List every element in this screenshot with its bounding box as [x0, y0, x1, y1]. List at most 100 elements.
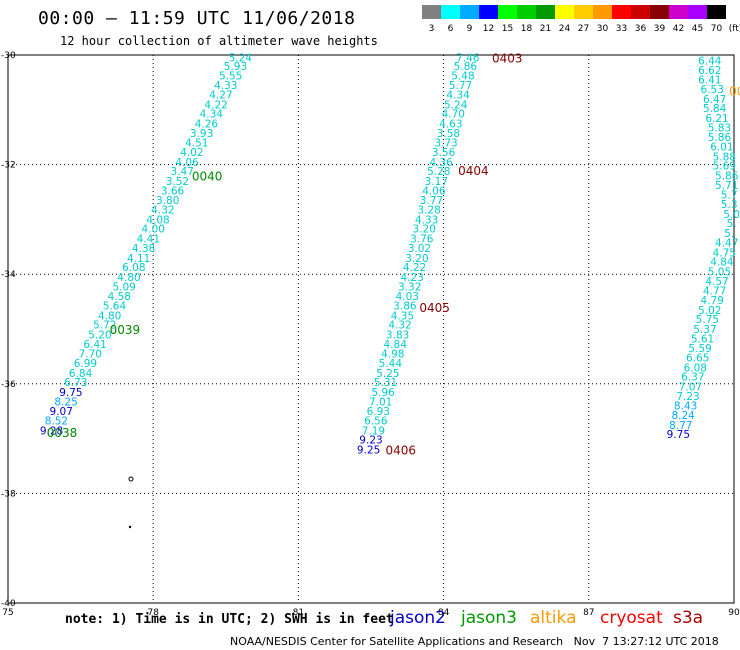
pass-time-label: 0403 — [492, 52, 523, 66]
satellite-track: 6.446.626.416.536.475.846.215.835.866.01… — [667, 55, 740, 441]
wave-height-label: 9.23 — [359, 435, 382, 447]
colorbar-swatch — [536, 5, 555, 19]
wave-height-label: 5.3 — [721, 199, 738, 211]
colorbar-swatch — [460, 5, 479, 19]
wave-height-label: 8.77 — [669, 420, 692, 432]
wave-height-label: 4.98 — [381, 349, 404, 361]
x-tick-label: 90 — [728, 608, 740, 618]
wave-height-label: 5.25 — [376, 368, 399, 380]
wave-height-label: 8.25 — [54, 396, 77, 408]
colorbar-label: 18 — [521, 24, 533, 34]
wave-height-label: 4.23 — [400, 272, 423, 284]
colorbar-label: 3 — [429, 24, 435, 34]
wave-height-label: 5.59 — [688, 343, 711, 355]
wave-height-label: 3.52 — [166, 176, 189, 188]
wave-height-label: 4.26 — [195, 119, 219, 131]
wave-height-label: 3.56 — [432, 147, 456, 159]
wave-height-label: 9.75 — [667, 429, 690, 441]
x-tick-label: 81 — [293, 608, 304, 618]
wave-height-label: 5.64 — [103, 300, 127, 312]
wave-height-label: 6.73 — [64, 377, 87, 389]
wave-height-label: 6.08 — [684, 362, 707, 374]
wave-height-label: 4.63 — [439, 119, 462, 131]
wave-height-label: 5.7 — [721, 190, 738, 202]
wave-height-label: 4.02 — [180, 147, 203, 159]
footer-note: note: 1) Time is in UTC; 2) SWH is in fe… — [65, 612, 394, 627]
wave-height-label: 6.41 — [83, 339, 106, 351]
wave-height-label: 5. — [724, 228, 734, 240]
pass-time-label: 0404 — [458, 164, 489, 178]
wave-height-label: 9.07 — [50, 406, 73, 418]
wave-height-label: 4.84 — [710, 257, 734, 269]
wave-height-label: 6.47 — [703, 94, 726, 106]
y-tick-label: -34 — [1, 270, 16, 280]
colorbar-swatch — [498, 5, 517, 19]
wave-height-label: 5.24 — [444, 99, 468, 111]
grid — [8, 55, 734, 603]
wave-height-label: 8.43 — [674, 401, 697, 413]
wave-height-label: 5.24 — [229, 53, 253, 65]
wave-height-label: 3.58 — [437, 128, 460, 140]
wave-height-label: 6.65 — [686, 352, 709, 364]
satellite-track: 7.465.865.485.774.345.244.704.633.583.73… — [357, 52, 523, 458]
wave-height-label: 3.32 — [398, 281, 421, 293]
wave-height-label: 4.84 — [384, 339, 408, 351]
colorbar-swatch — [612, 5, 631, 19]
wave-height-label: 5.88 — [713, 151, 736, 163]
y-tick-label: -32 — [1, 161, 16, 171]
wave-height-label: 4.06 — [422, 185, 446, 197]
x-tick-label: 75 — [2, 608, 13, 618]
wave-height-label: 5.02 — [698, 305, 721, 317]
wave-height-label: 5.83 — [708, 122, 731, 134]
wave-height-label: 5.28 — [427, 166, 450, 178]
colorbar-label: 30 — [597, 24, 609, 34]
x-tick-label: 84 — [438, 608, 450, 618]
wave-height-label: 3.93 — [190, 128, 213, 140]
wave-height-label: 5.77 — [449, 80, 472, 92]
wave-height-label: 5.75 — [696, 314, 719, 326]
colorbar-label: 24 — [559, 24, 571, 34]
wave-height-label: 6.41 — [698, 75, 721, 87]
pass-time-label: 0038 — [47, 426, 78, 440]
colorbar-swatch — [555, 5, 574, 19]
colorbar-label: 70 — [711, 24, 723, 34]
wave-height-label: 6.53 — [701, 84, 724, 96]
wave-height-label: 6.62 — [698, 65, 721, 77]
colorbar-label: 6 — [448, 24, 454, 34]
wave-height-label: 5.37 — [693, 324, 716, 336]
wave-height-label: 6.01 — [710, 142, 733, 154]
wave-height-label: 3.47 — [171, 166, 194, 178]
wave-height-label: 4.58 — [108, 291, 131, 303]
y-tick-label: -36 — [1, 380, 16, 390]
colorbar-swatch — [593, 5, 612, 19]
wave-height-label: 3.20 — [413, 224, 436, 236]
pass-time-label: 002 — [729, 85, 740, 99]
wave-height-label: 3.76 — [410, 234, 434, 246]
legend-cryosat: cryosat — [600, 608, 663, 628]
colorbar-label: 9 — [467, 24, 473, 34]
wave-height-label: 7.07 — [679, 382, 702, 394]
colorbar-label: 21 — [540, 24, 551, 34]
wave-height-label: 4.79 — [701, 295, 724, 307]
axis-ticks: 75 78 81 84 87 90 -30 -32 -34 -36 -38 -40 — [1, 51, 740, 618]
wave-height-label: 5.20 — [88, 329, 111, 341]
wave-height-label: 6.21 — [705, 113, 728, 125]
wave-height-label: 6.56 — [364, 416, 388, 428]
wave-height-label: 9.25 — [357, 445, 380, 457]
wave-height-label: 4.80 — [117, 272, 140, 284]
wave-height-label: 4.34 — [200, 109, 224, 121]
island-marker — [128, 476, 134, 482]
legend-jason2: jason2 — [390, 608, 446, 628]
wave-height-label: 4.32 — [388, 320, 411, 332]
wave-height-label: 3.17 — [425, 176, 448, 188]
wave-height-label: 3.83 — [386, 329, 409, 341]
wave-height-label: 3.77 — [420, 195, 443, 207]
wave-height-label: 4.70 — [442, 109, 465, 121]
legend-altika: altika — [530, 608, 577, 628]
wave-height-label: 4.06 — [175, 157, 199, 169]
x-tick-label: 87 — [583, 608, 594, 618]
wave-height-label: 4.51 — [185, 138, 208, 150]
colorbar-swatch — [422, 5, 441, 19]
colorbar-label: 36 — [635, 24, 647, 34]
